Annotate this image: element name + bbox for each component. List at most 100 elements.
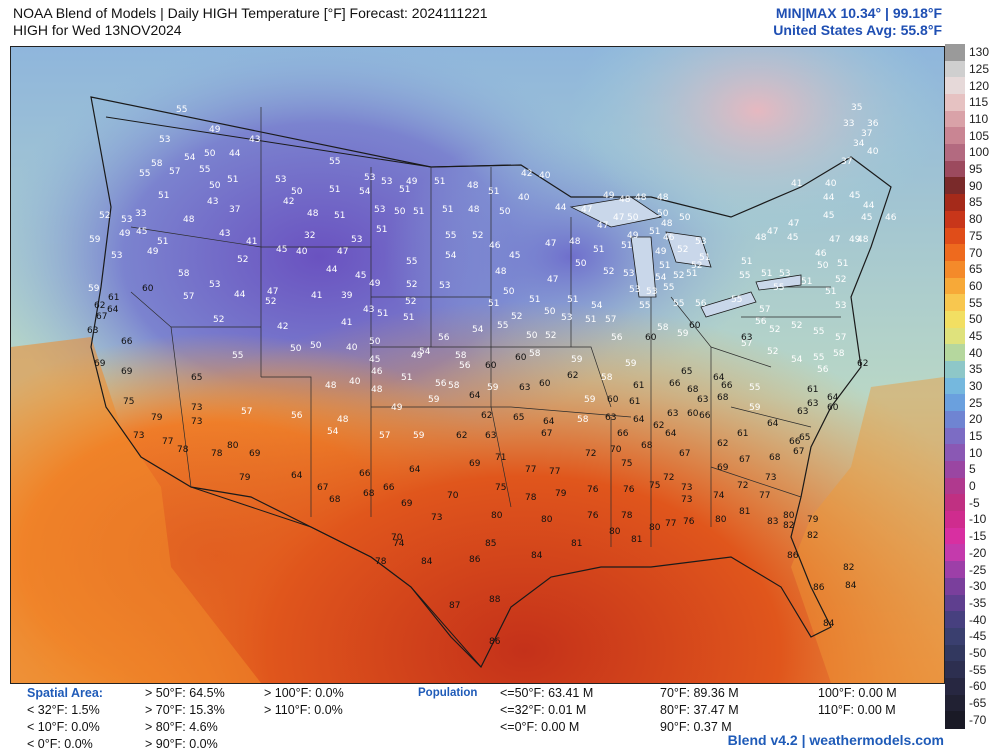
colorbar-swatch [945,577,965,596]
temperature-value-label: 80 [715,515,727,525]
colorbar-tick: -70 [969,712,987,727]
colorbar-swatch [945,77,965,95]
temperature-value-label: 55 [749,383,760,393]
temperature-value-label: 63 [485,431,496,441]
temperature-map[interactable]: 55 53 49 50 54 58 57 55 55 44 43 51 50 51 43 37 33 48 52 53… [10,46,945,684]
temperature-colorbar [945,44,965,729]
temperature-value-label: 75 [123,397,134,407]
temperature-value-label: 73 [681,483,692,493]
temperature-value-label: 81 [571,539,582,549]
colorbar-swatch [945,60,965,78]
colorbar-swatch [945,177,965,195]
temperature-value-label: 40 [518,193,530,203]
colorbar-swatch [945,244,965,262]
colorbar-swatch [945,160,965,179]
temperature-value-label: 68 [363,489,375,499]
temperature-value-label: 63 [807,399,818,409]
temperature-value-label: 42 [277,322,288,332]
population-stat: 110°F: 0.00 M [818,703,896,717]
colorbar-swatch [945,44,965,62]
temperature-value-label: 66 [383,483,395,493]
temperature-value-label: 62 [456,431,467,441]
temperature-value-label: 53 [629,285,640,295]
temperature-value-label: 46 [489,241,501,251]
colorbar-tick: -20 [969,545,987,560]
temperature-value-label: 52 [511,312,522,322]
temperature-value-label: 57 [241,407,252,417]
temperature-value-label: 53 [779,269,790,279]
colorbar-tick: 70 [969,245,983,260]
temperature-value-label: 63 [87,326,98,336]
temperature-value-label: 55 [731,295,742,305]
temperature-value-label: 39 [341,291,353,301]
temperature-value-label: 48 [657,193,669,203]
footer-credit[interactable]: Blend v4.2 | weathermodels.com [727,732,944,748]
temperature-value-label: 76 [587,511,599,521]
temperature-value-label: 73 [431,513,442,523]
spatial-stat: > 110°F: 0.0% [264,703,343,717]
colorbar-swatch [945,94,965,112]
colorbar-swatch [945,210,965,229]
temperature-value-label: 56 [435,379,447,389]
temperature-value-label: 64 [713,373,725,383]
temperature-value-label: 64 [107,305,119,315]
temperature-value-label: 45 [136,227,147,237]
temperature-value-label: 51 [699,253,710,263]
temperature-value-label: 72 [737,481,748,491]
temperature-value-label: 52 [767,347,778,357]
temperature-value-label: 54 [327,427,339,437]
atlantic-ocean [791,377,944,683]
temperature-value-label: 54 [419,347,431,357]
temperature-value-label: 51 [567,295,578,305]
temperature-value-label: 52 [237,255,248,265]
colorbar-swatch [945,527,965,546]
colorbar-tick: 110 [969,112,989,127]
temperature-value-label: 48 [183,215,195,225]
temperature-value-label: 52 [769,325,780,335]
temperature-value-label: 69 [249,449,261,459]
temperature-value-label: 77 [759,491,770,501]
colorbar-tick: 35 [969,362,983,377]
temperature-value-label: 50 [394,207,406,217]
temperature-value-label: 60 [539,379,551,389]
temperature-value-label: 51 [837,259,848,269]
spatial-stat: < 0°F: 0.0% [27,737,93,751]
population-label: Population [418,687,478,699]
temperature-value-label: 84 [531,551,543,561]
colorbar-tick: 40 [969,345,983,360]
temperature-value-label: 82 [843,563,854,573]
temperature-value-label: 47 [545,239,556,249]
temperature-value-label: 51 [158,191,169,201]
temperature-value-label: 40 [539,171,551,181]
temperature-value-label: 50 [817,261,829,271]
temperature-value-label: 67 [96,312,107,322]
pacific-ocean [11,337,261,683]
temperature-value-label: 45 [509,251,520,261]
temperature-value-label: 52 [791,321,802,331]
colorbar-swatch [945,394,965,412]
colorbar-swatch [945,661,965,679]
temperature-value-label: 77 [525,465,536,475]
colorbar-swatch [945,260,965,279]
temperature-value-label: 51 [442,205,453,215]
temperature-value-label: 63 [519,383,530,393]
temperature-value-label: 51 [488,299,499,309]
temperature-value-label: 59 [677,329,689,339]
temperature-value-label: 48 [325,381,337,391]
temperature-value-label: 51 [399,185,410,195]
temperature-value-label: 45 [355,271,366,281]
temperature-value-label: 78 [177,445,189,455]
colorbar-swatch [945,544,965,562]
temperature-value-label: 64 [543,417,555,427]
temperature-value-label: 42 [283,197,294,207]
population-stat: <=50°F: 63.41 M [500,686,594,700]
temperature-value-label: 59 [571,355,583,365]
temperature-value-label: 77 [549,467,560,477]
colorbar-tick: -15 [969,529,987,544]
colorbar-tick: -45 [969,629,987,644]
temperature-value-label: 49 [369,279,381,289]
temperature-value-label: 47 [547,275,558,285]
temperature-value-label: 51 [434,177,445,187]
temperature-value-label: 48 [371,385,383,395]
temperature-value-label: 51 [801,277,812,287]
